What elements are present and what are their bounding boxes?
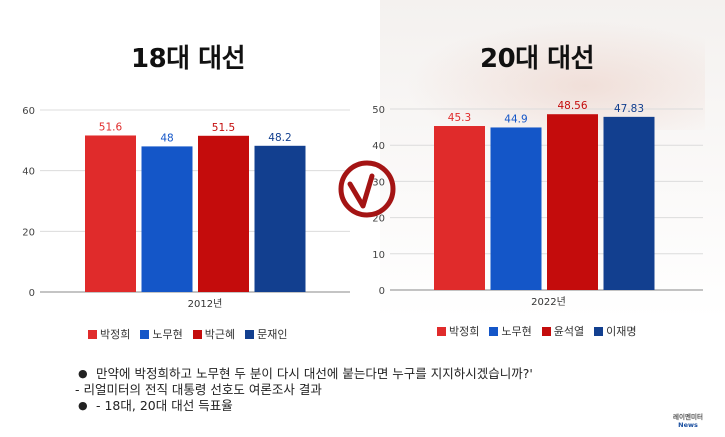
legend-item: 박정희 <box>88 326 130 342</box>
bar-박근혜 <box>198 135 249 292</box>
x-tick-label: 2012년 <box>188 298 223 310</box>
legend-swatch <box>192 329 202 339</box>
y-tick-label: 10 <box>372 250 385 261</box>
data-label: 48 <box>160 132 173 144</box>
bar-윤석열 <box>547 114 598 290</box>
legend-label: 노무현 <box>501 325 532 338</box>
bar-노무현 <box>141 146 193 292</box>
legend-swatch <box>437 326 446 336</box>
y-tick-label: 20 <box>22 227 35 238</box>
legend-label: 박정희 <box>449 325 480 338</box>
legend-label: 이재명 <box>606 325 637 338</box>
legend-label: 윤석열 <box>553 325 585 338</box>
legend-swatch <box>88 329 97 339</box>
y-tick-label: 40 <box>372 141 385 152</box>
legend-label: 박근혜 <box>204 328 236 341</box>
y-tick-label: 0 <box>379 286 385 297</box>
data-label: 48.56 <box>557 100 587 112</box>
chart-title-20: 20대 대선 <box>480 44 595 74</box>
logo-line-1: 레이멘미터 <box>673 413 703 421</box>
legend-item: 노무현 <box>489 323 532 339</box>
legend-swatch <box>140 329 150 339</box>
y-tick-label: 30 <box>372 177 385 188</box>
legend-swatch <box>489 326 499 336</box>
y-tick-label: 40 <box>22 167 35 178</box>
data-label: 45.3 <box>448 112 471 124</box>
bar-박정희 <box>434 126 485 290</box>
legend-item: 이재명 <box>594 323 637 339</box>
legend-label: 박정희 <box>100 328 131 341</box>
background-hand <box>405 20 705 130</box>
note-line-3: - 18대, 20대 대선 득표율 <box>96 398 233 413</box>
legend-item: 문재인 <box>245 326 288 342</box>
data-label: 51.5 <box>212 122 235 134</box>
bar-이재명 <box>603 116 655 290</box>
legend-swatch <box>245 329 255 339</box>
logo-line-2: News <box>678 421 698 429</box>
data-label: 44.9 <box>504 113 527 125</box>
legend-label: 노무현 <box>152 328 183 341</box>
bar-문재인 <box>254 145 306 292</box>
note-line-2: - 리얼미터의 전직 대통령 선호도 여론조사 결과 <box>75 382 322 397</box>
legend-item: 박근혜 <box>192 326 236 342</box>
chart-title-18: 18대 대선 <box>131 44 246 74</box>
legend-swatch <box>541 326 551 336</box>
bar-박정희 <box>85 135 136 292</box>
data-label: 51.6 <box>99 121 123 133</box>
bullet-icon: ● <box>78 399 88 412</box>
bar-노무현 <box>490 127 542 290</box>
x-tick-label: 2022년 <box>531 296 566 308</box>
y-tick-label: 60 <box>22 106 35 117</box>
legend-swatch <box>594 326 604 336</box>
vote-stamp-icon <box>338 160 396 218</box>
y-tick-label: 0 <box>29 288 35 299</box>
legend-20: 박정희 노무현 윤석열 이재명 <box>437 323 637 339</box>
y-tick-label: 50 <box>372 105 385 116</box>
y-tick-label: 20 <box>372 214 385 225</box>
legend-label: 문재인 <box>257 328 288 341</box>
news-logo: 레이멘미터 News <box>664 413 712 431</box>
note-line-1: 만약에 박정희하고 노무현 두 분이 다시 대선에 붙는다면 누구를 지지하시겠… <box>96 366 533 381</box>
data-label: 48.2 <box>268 132 291 144</box>
data-label: 47.83 <box>614 103 644 115</box>
legend-item: 윤석열 <box>541 323 585 339</box>
legend-18: 박정희 노무현 박근혜 문재인 <box>88 326 288 342</box>
legend-item: 노무현 <box>140 326 183 342</box>
legend-item: 박정희 <box>437 323 479 339</box>
notes: ● 만약에 박정희하고 노무현 두 분이 다시 대선에 붙는다면 누구를 지지하시… <box>75 366 533 414</box>
bullet-icon: ● <box>78 367 88 380</box>
